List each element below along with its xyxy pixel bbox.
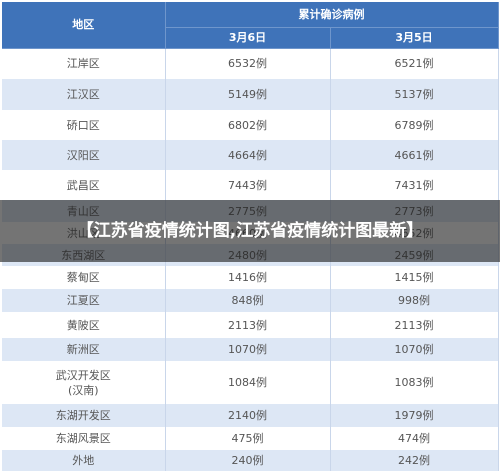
table-row: 蔡甸区 1416例 1415例 xyxy=(2,266,499,289)
table-row: 硚口区 6802例 6789例 xyxy=(2,110,499,140)
table-row: 江岸区 6532例 6521例 xyxy=(2,48,499,79)
region-cell: 汉阳区 xyxy=(2,140,166,170)
header-region: 地区 xyxy=(2,2,166,49)
caption-overlay: 【江苏省疫情统计图,江苏省疫情统计图最新】 xyxy=(0,200,500,262)
table-row: 江夏区 848例 998例 xyxy=(2,289,499,312)
cases-cell: 7431例 xyxy=(330,170,499,200)
region-cell: 东湖开发区 xyxy=(2,404,166,427)
cases-cell: 848例 xyxy=(165,289,331,312)
region-cell: 武汉开发区 (汉南) xyxy=(2,361,166,404)
cases-cell: 2140例 xyxy=(165,404,331,427)
cases-cell: 1070例 xyxy=(165,338,331,361)
header-date: 3月6日 xyxy=(165,27,331,49)
cases-cell: 2113例 xyxy=(330,312,499,338)
cases-cell: 4664例 xyxy=(165,140,331,170)
table-row: 江汉区 5149例 5137例 xyxy=(2,79,499,110)
cases-cell: 7443例 xyxy=(165,170,331,200)
cases-cell: 998例 xyxy=(330,289,499,312)
cases-cell: 2113例 xyxy=(165,312,331,338)
table-row: 外地 240例 242例 xyxy=(2,450,499,471)
region-cell: 外地 xyxy=(2,450,166,471)
header-date: 3月5日 xyxy=(330,27,499,49)
cases-cell: 475例 xyxy=(165,427,331,450)
cases-cell: 1416例 xyxy=(165,266,331,289)
cases-cell: 1083例 xyxy=(330,361,499,404)
region-cell: 蔡甸区 xyxy=(2,266,166,289)
cases-cell: 1979例 xyxy=(330,404,499,427)
region-cell: 黄陂区 xyxy=(2,312,166,338)
header-cases: 累计确诊病例 xyxy=(165,2,499,28)
table-row: 新洲区 1070例 1070例 xyxy=(2,338,499,361)
region-cell: 江汉区 xyxy=(2,79,166,110)
table-row: 武汉开发区 (汉南) 1084例 1083例 xyxy=(2,361,499,404)
cases-cell: 5149例 xyxy=(165,79,331,110)
cases-cell: 474例 xyxy=(330,427,499,450)
cases-cell: 1415例 xyxy=(330,266,499,289)
cases-cell: 240例 xyxy=(165,450,331,471)
table-row: 汉阳区 4664例 4661例 xyxy=(2,140,499,170)
region-cell: 江岸区 xyxy=(2,48,166,79)
region-cell: 新洲区 xyxy=(2,338,166,361)
cases-cell: 6802例 xyxy=(165,110,331,140)
region-cell: 硚口区 xyxy=(2,110,166,140)
cases-cell: 5137例 xyxy=(330,79,499,110)
cases-cell: 242例 xyxy=(330,450,499,471)
table-row: 东湖开发区 2140例 1979例 xyxy=(2,404,499,427)
cases-cell: 1084例 xyxy=(165,361,331,404)
cases-cell: 6789例 xyxy=(330,110,499,140)
table-row: 武昌区 7443例 7431例 xyxy=(2,170,499,200)
region-cell: 江夏区 xyxy=(2,289,166,312)
table-row: 东湖风景区 475例 474例 xyxy=(2,427,499,450)
region-cell: 东湖风景区 xyxy=(2,427,166,450)
cases-cell: 4661例 xyxy=(330,140,499,170)
cases-cell: 6521例 xyxy=(330,48,499,79)
region-cell: 武昌区 xyxy=(2,170,166,200)
cases-cell: 1070例 xyxy=(330,338,499,361)
table-row: 黄陂区 2113例 2113例 xyxy=(2,312,499,338)
cases-cell: 6532例 xyxy=(165,48,331,79)
